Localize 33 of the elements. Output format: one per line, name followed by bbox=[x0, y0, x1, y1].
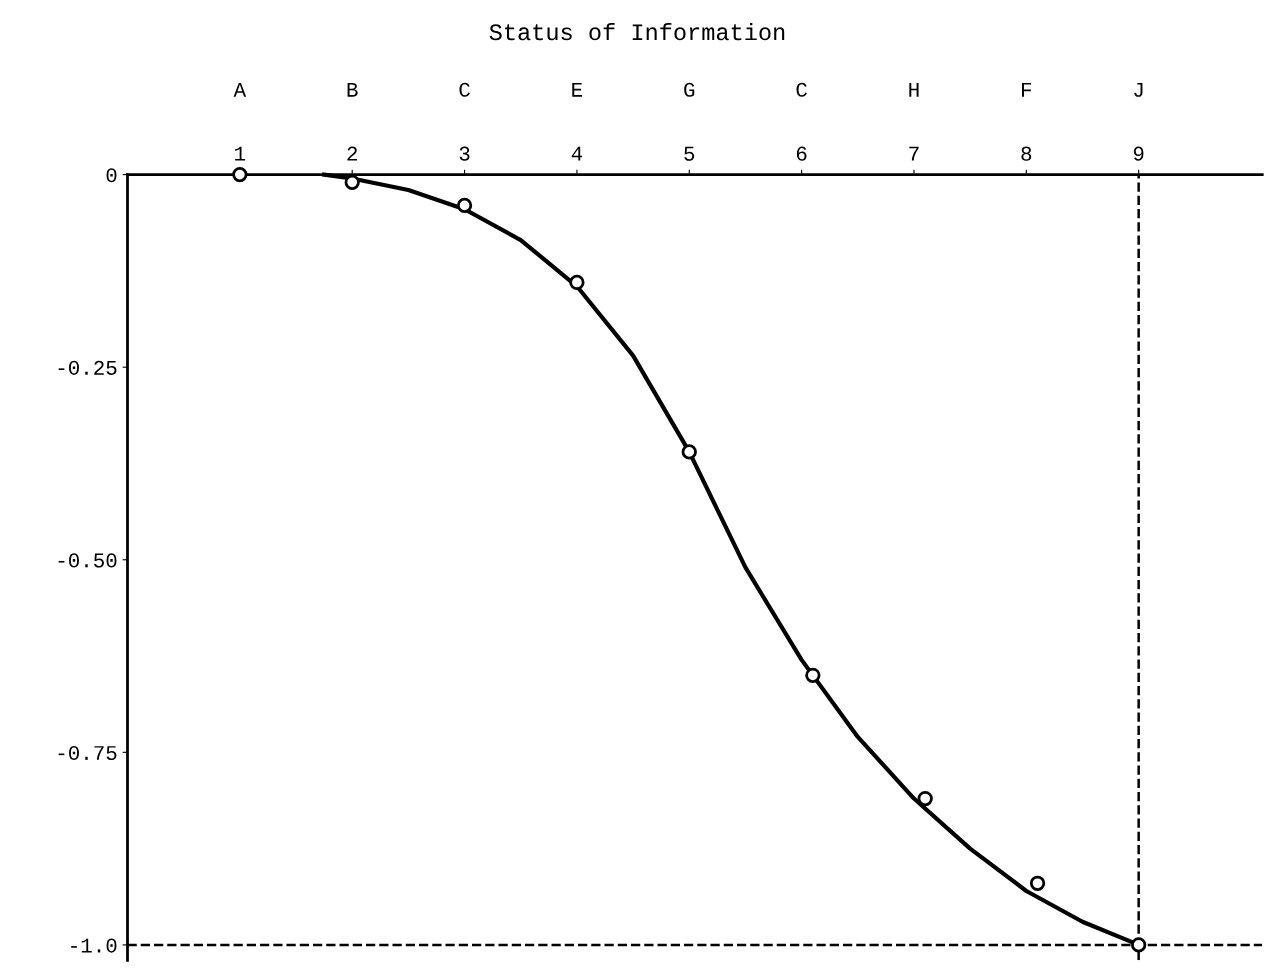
text: B bbox=[347, 82, 358, 97]
y-tick-label: -0.75 bbox=[58, 745, 117, 761]
x-tick-label: 5 bbox=[684, 146, 695, 161]
point bbox=[456, 197, 473, 214]
text: F bbox=[1022, 82, 1032, 97]
point bbox=[805, 667, 821, 683]
x-tick-label: 1 bbox=[235, 146, 246, 161]
point bbox=[917, 790, 933, 807]
text: A bbox=[233, 82, 247, 97]
x-tick-label: 6 bbox=[796, 146, 807, 161]
text: G bbox=[684, 82, 695, 97]
text: E bbox=[572, 82, 583, 97]
point bbox=[569, 274, 585, 291]
x-tick-label: 2 bbox=[347, 146, 357, 161]
x-tick-label: 4 bbox=[571, 146, 583, 161]
y-tick-label: -1.0 bbox=[71, 938, 117, 953]
x-tick-label: 7 bbox=[909, 146, 919, 161]
point bbox=[232, 166, 248, 183]
x-tick-label: 8 bbox=[1021, 146, 1032, 161]
point bbox=[1029, 875, 1046, 891]
text: J bbox=[1134, 82, 1143, 97]
y-tick-label: -0.50 bbox=[58, 553, 117, 568]
text: C bbox=[796, 82, 807, 97]
chart-title: Status of Information bbox=[489, 22, 785, 41]
point bbox=[681, 444, 697, 460]
y-tick-label: -0.25 bbox=[58, 360, 117, 375]
x-tick-label: 9 bbox=[1133, 146, 1144, 161]
point bbox=[344, 174, 360, 190]
point bbox=[1131, 937, 1147, 953]
x-tick-label: 3 bbox=[459, 146, 470, 161]
text: C bbox=[459, 82, 470, 97]
y-tick-label: 0 bbox=[106, 168, 117, 183]
text: H bbox=[909, 82, 919, 97]
